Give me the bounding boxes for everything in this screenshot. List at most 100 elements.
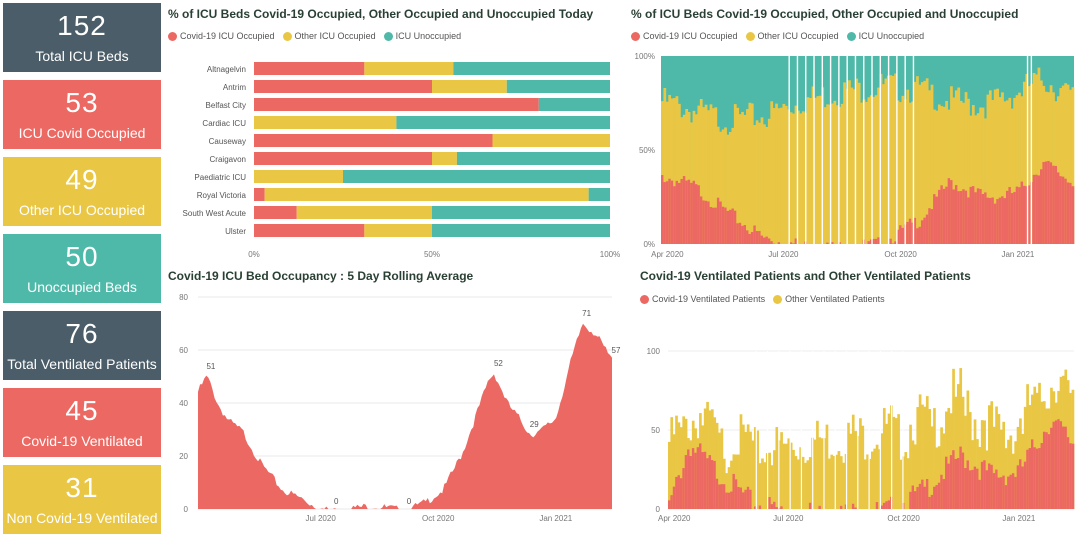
other-ventilated-column: [888, 414, 891, 509]
other-ventilated-column: [828, 459, 831, 509]
covid-ventilated-column: [1064, 427, 1067, 509]
other-ventilated-column: [838, 451, 841, 509]
other-ventilated-column: [759, 463, 762, 509]
covid-ventilated-column: [704, 452, 707, 509]
covid-ventilated-column: [687, 449, 690, 509]
other-ventilated-column: [771, 465, 774, 509]
covid-ventilated-column: [885, 501, 888, 509]
other-ventilated-column: [892, 417, 895, 509]
covid-ventilated-column: [876, 502, 879, 509]
covid-ventilated-column: [983, 460, 986, 509]
other-ventilated-column: [864, 459, 867, 509]
covid-ventilated-column: [883, 503, 886, 509]
covid-ventilated-column: [740, 488, 743, 509]
covid-ventilated-column: [962, 453, 965, 509]
other-ventilated-column: [852, 415, 855, 509]
other-ventilated-column: [797, 459, 800, 509]
covid-ventilated-column: [1060, 421, 1063, 509]
data-gap-line: [767, 351, 768, 509]
other-ventilated-column: [854, 431, 857, 509]
data-gap-line: [857, 351, 858, 509]
covid-ventilated-column: [673, 487, 676, 509]
covid-ventilated-column: [709, 455, 712, 509]
covid-ventilated-column: [699, 443, 702, 509]
covid-ventilated-column: [1053, 422, 1056, 509]
other-ventilated-column: [907, 458, 910, 509]
data-gap-line: [835, 351, 836, 509]
covid-ventilated-column: [1041, 443, 1044, 509]
covid-ventilated-column: [1048, 434, 1051, 509]
other-ventilated-column: [783, 444, 786, 509]
other-ventilated-column: [885, 424, 888, 509]
data-gap-line: [801, 351, 802, 509]
covid-ventilated-column: [1055, 420, 1058, 509]
other-ventilated-column: [775, 427, 778, 509]
other-ventilated-column: [826, 425, 829, 509]
covid-ventilated-column: [1062, 427, 1065, 509]
covid-ventilated-column: [680, 478, 683, 509]
covid-ventilated-column: [711, 460, 714, 509]
covid-ventilated-column: [924, 487, 927, 509]
covid-ventilated-column: [1045, 432, 1048, 509]
covid-ventilated-column: [689, 456, 692, 509]
covid-ventilated-column: [735, 479, 738, 509]
covid-ventilated-column: [926, 479, 929, 509]
other-ventilated-column: [876, 445, 879, 509]
other-ventilated-column: [850, 434, 853, 509]
covid-ventilated-column: [969, 470, 972, 509]
other-ventilated-column: [904, 452, 907, 509]
covid-ventilated-column: [716, 479, 719, 509]
covid-ventilated-column: [737, 487, 740, 509]
other-ventilated-column: [847, 423, 850, 509]
data-gap-line: [902, 351, 903, 509]
covid-ventilated-column: [773, 502, 776, 509]
covid-ventilated-column: [919, 484, 922, 509]
covid-ventilated-column: [1021, 467, 1024, 509]
covid-ventilated-column: [1012, 473, 1015, 509]
x-tick-label: Apr 2020: [658, 514, 691, 523]
other-ventilated-column: [780, 432, 783, 509]
y-tick-label: 50: [651, 426, 660, 435]
covid-ventilated-column: [732, 474, 735, 509]
covid-ventilated-column: [1043, 432, 1046, 509]
covid-ventilated-column: [1050, 428, 1053, 509]
covid-ventilated-column: [967, 460, 970, 509]
covid-ventilated-column: [931, 495, 934, 509]
other-ventilated-column: [842, 463, 845, 509]
covid-ventilated-column: [775, 507, 778, 509]
covid-ventilated-column: [780, 506, 783, 509]
covid-ventilated-column: [1017, 465, 1020, 509]
other-ventilated-column: [900, 460, 903, 509]
other-ventilated-column: [792, 450, 795, 509]
other-ventilated-column: [830, 455, 833, 509]
covid-ventilated-column: [728, 493, 731, 509]
covid-ventilated-column: [928, 497, 931, 509]
other-ventilated-column: [871, 452, 874, 509]
other-ventilated-column: [807, 460, 810, 509]
y-tick-label: 100: [647, 347, 661, 356]
covid-ventilated-column: [912, 486, 915, 509]
covid-ventilated-column: [957, 458, 960, 509]
covid-ventilated-column: [725, 493, 728, 509]
covid-ventilated-column: [888, 500, 891, 509]
other-ventilated-column: [785, 444, 788, 509]
other-ventilated-column: [928, 409, 931, 509]
covid-ventilated-column: [995, 470, 998, 509]
covid-ventilated-column: [964, 468, 967, 509]
data-gap-line: [868, 351, 869, 509]
covid-ventilated-column: [675, 477, 678, 509]
data-gap-line: [812, 351, 813, 509]
covid-ventilated-column: [945, 457, 948, 509]
other-ventilated-column: [873, 449, 876, 509]
covid-ventilated-column: [854, 508, 857, 509]
covid-ventilated-column: [692, 448, 695, 509]
covid-ventilated-column: [747, 487, 750, 509]
covid-ventilated-column: [947, 464, 950, 509]
other-ventilated-column: [761, 459, 764, 509]
covid-ventilated-column: [1033, 447, 1036, 509]
covid-ventilated-column: [682, 468, 685, 509]
covid-ventilated-column: [771, 504, 774, 509]
covid-ventilated-column: [678, 475, 681, 509]
covid-ventilated-column: [1002, 476, 1005, 509]
covid-ventilated-column: [818, 506, 821, 509]
